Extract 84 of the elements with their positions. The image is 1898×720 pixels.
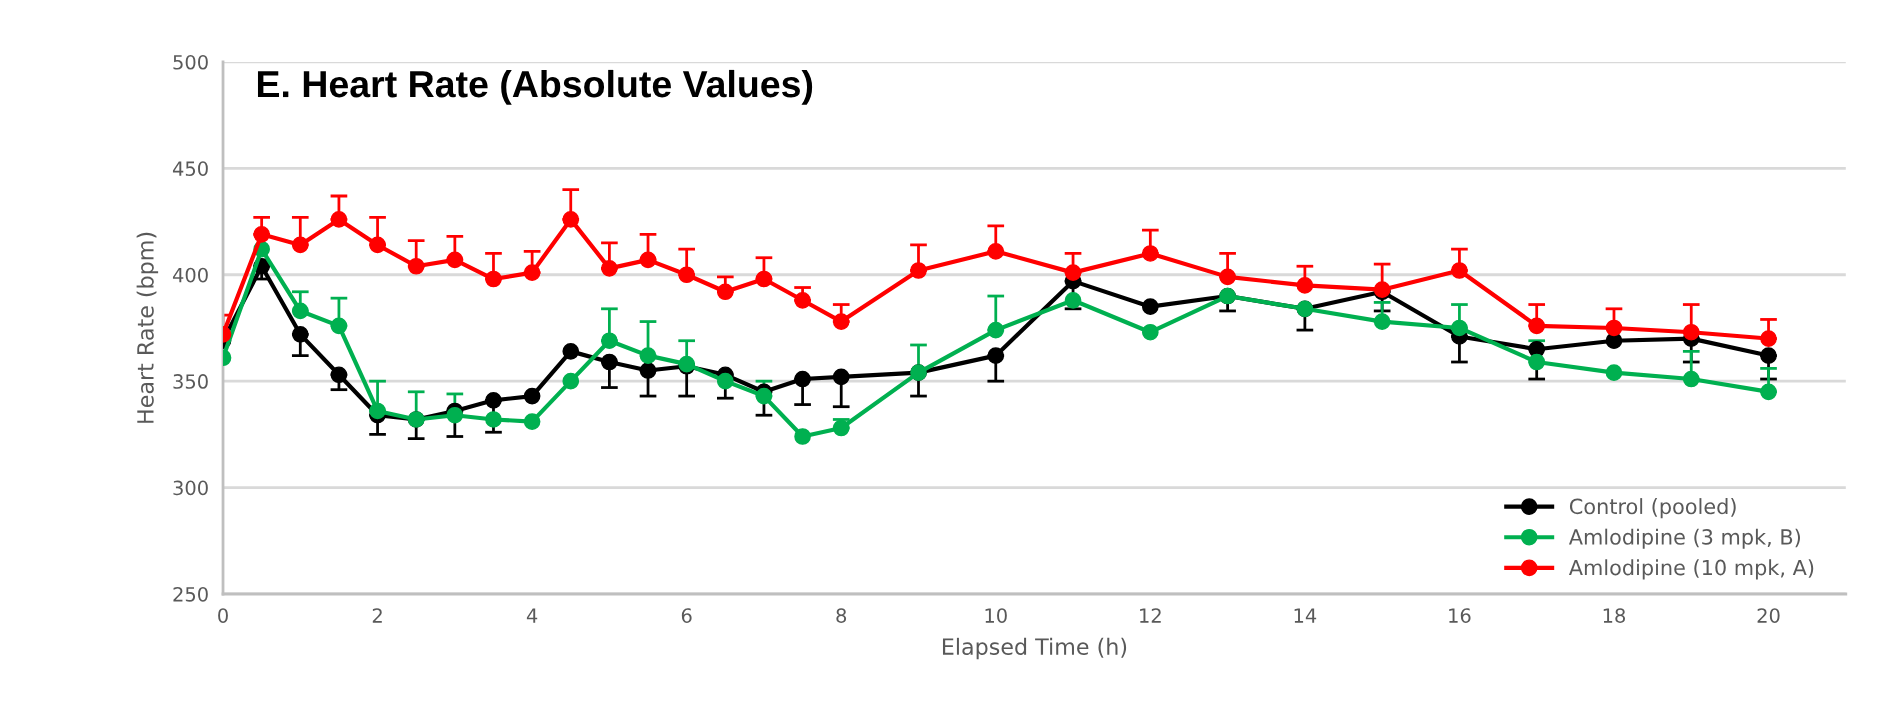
point — [1141, 323, 1159, 341]
point — [678, 266, 696, 284]
point — [794, 291, 811, 309]
point — [485, 391, 502, 409]
point — [523, 264, 541, 281]
legend-label: Amlodipine (3 mpk, B) — [1568, 528, 1800, 549]
x-tick-label: 4 — [526, 608, 538, 623]
point — [291, 326, 309, 343]
y-axis-title: Heart Rate (bpm) — [136, 232, 159, 423]
point — [1605, 319, 1623, 337]
x-tick-label: 0 — [218, 608, 228, 623]
point — [1682, 370, 1700, 388]
point — [794, 370, 811, 388]
x-tick-label: 14 — [1294, 608, 1317, 623]
point — [330, 317, 348, 335]
point — [639, 251, 657, 269]
point — [987, 347, 1005, 364]
point — [1064, 264, 1082, 281]
point — [407, 257, 425, 275]
point — [1451, 262, 1468, 279]
point — [832, 419, 850, 437]
point — [716, 372, 734, 390]
y-tick-label: 250 — [173, 586, 208, 602]
point — [1451, 319, 1468, 337]
y-tick-label: 350 — [173, 374, 208, 389]
point — [601, 353, 618, 371]
point — [1373, 313, 1391, 330]
y-tick-label: 300 — [173, 480, 208, 496]
x-tick-label: 16 — [1449, 608, 1471, 623]
point — [485, 411, 502, 428]
point — [716, 283, 734, 301]
point — [291, 236, 309, 254]
x-tick-label: 6 — [681, 608, 692, 623]
point — [755, 387, 773, 405]
point — [639, 362, 657, 379]
point — [639, 347, 657, 364]
point — [910, 262, 927, 279]
point — [1219, 268, 1236, 286]
point — [369, 236, 386, 254]
y-tick-label: 500 — [173, 54, 208, 70]
point — [1141, 245, 1159, 262]
x-tick-label: 18 — [1603, 608, 1626, 623]
x-tick-label: 2 — [372, 608, 382, 623]
x-tick-label: 12 — [1140, 608, 1161, 623]
point — [601, 332, 618, 350]
point — [253, 225, 270, 243]
x-tick-label: 10 — [985, 608, 1007, 623]
point — [1064, 291, 1082, 309]
point — [330, 211, 348, 228]
point — [1760, 347, 1777, 364]
point — [562, 372, 580, 390]
point — [987, 243, 1005, 260]
point — [1760, 330, 1777, 347]
point — [1296, 277, 1314, 294]
point — [523, 387, 541, 405]
point — [1528, 317, 1546, 335]
point — [601, 260, 618, 277]
point — [291, 302, 309, 320]
legend-label: Amlodipine (10 mpk, A) — [1568, 559, 1814, 580]
point — [446, 406, 464, 424]
point — [485, 270, 502, 288]
legend-label: Control (pooled) — [1569, 498, 1736, 519]
point — [832, 313, 850, 330]
x-tick-label: 8 — [836, 608, 847, 623]
point — [1528, 353, 1546, 371]
x-tick-label: 20 — [1757, 608, 1780, 623]
point — [1605, 364, 1623, 381]
point — [562, 343, 580, 360]
point — [832, 368, 850, 386]
y-tick-label: 450 — [172, 161, 208, 176]
point — [523, 413, 541, 430]
chart-title: E. Heart Rate (Absolute Values) — [257, 69, 813, 105]
point — [755, 270, 773, 288]
point — [987, 321, 1005, 339]
point — [330, 366, 348, 384]
x-axis-title: Elapsed Time (h) — [942, 637, 1127, 660]
point — [1141, 298, 1159, 316]
point — [794, 428, 811, 445]
point — [369, 402, 386, 420]
point — [446, 251, 464, 269]
point — [1682, 323, 1700, 341]
y-tick-label: 400 — [172, 267, 208, 283]
point — [1760, 383, 1777, 401]
point — [562, 211, 580, 228]
